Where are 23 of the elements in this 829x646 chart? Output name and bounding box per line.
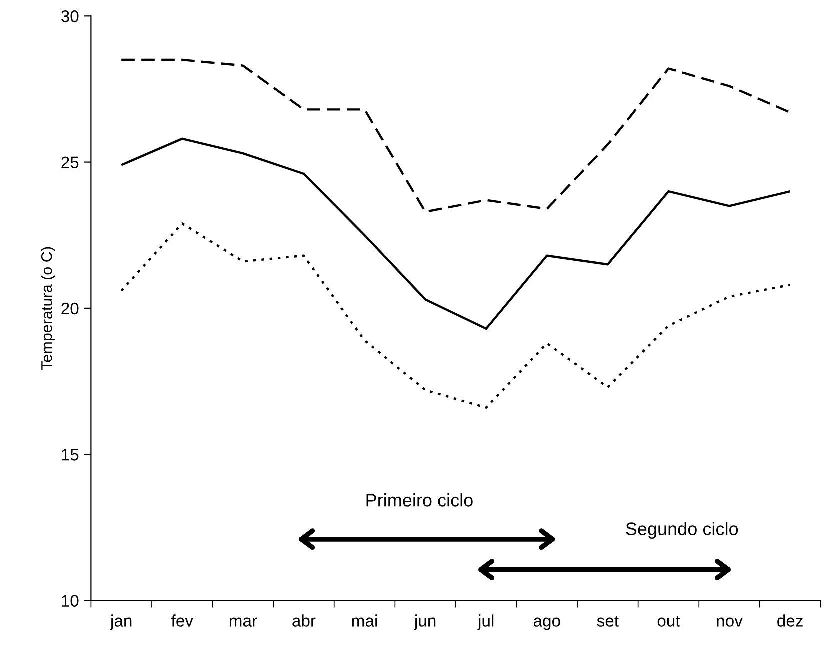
line-series xyxy=(120,58,792,214)
x-tick-label: abr xyxy=(292,614,316,627)
y-tick-label: 30 xyxy=(61,10,79,22)
x-tick-label: fev xyxy=(172,614,194,627)
x-tick-label: mar xyxy=(230,618,258,627)
x-tick-label: jan xyxy=(110,614,132,630)
x-tick-label: set xyxy=(597,616,619,627)
line-series xyxy=(120,138,792,330)
x-tick-label: jun xyxy=(414,614,436,630)
x-tick-label: ago xyxy=(534,618,560,630)
x-tick-label: mai xyxy=(352,614,378,627)
x-tick-label: out xyxy=(658,616,680,627)
y-axis-title: Temperatura (o C) xyxy=(41,247,56,370)
y-tick-label: 15 xyxy=(62,449,79,461)
annotation: Primeiro ciclo xyxy=(366,494,473,507)
line-series xyxy=(120,222,792,409)
y-tick-label: 20 xyxy=(62,302,79,315)
x-tick-label: nov xyxy=(717,618,743,627)
y-tick-label: 25 xyxy=(62,156,79,169)
x-tick-label: dez xyxy=(778,614,803,627)
annotation: Segundo ciclo xyxy=(626,522,738,540)
y-tick-label: 10 xyxy=(62,595,79,607)
x-tick-label: jul xyxy=(478,614,494,630)
